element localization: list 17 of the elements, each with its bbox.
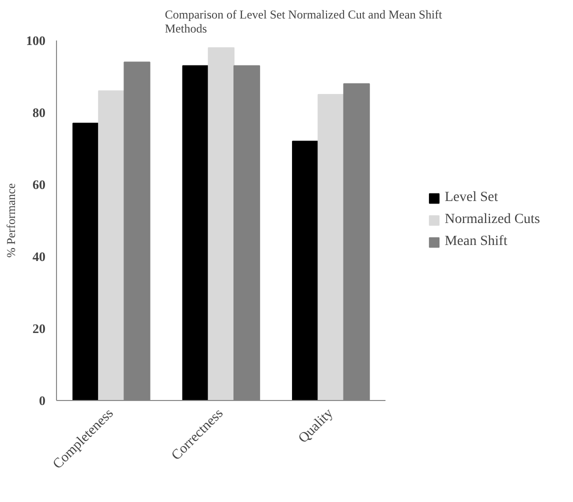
bar — [98, 90, 125, 400]
bar — [292, 140, 319, 400]
y-tick-label: 0 — [39, 393, 46, 408]
y-tick-label: 60 — [32, 177, 46, 192]
bar — [208, 47, 234, 400]
bar — [318, 94, 344, 400]
y-tick-label: 100 — [26, 33, 46, 48]
bar — [182, 65, 209, 400]
y-tick-label: 20 — [32, 321, 46, 336]
y-axis-title: % Performance — [4, 183, 18, 258]
y-tick-label: 40 — [32, 249, 46, 264]
y-tick-label: 80 — [32, 105, 46, 120]
legend-label: Mean Shift — [444, 234, 508, 250]
bar — [72, 122, 100, 400]
legend-label: Level Set — [444, 190, 498, 206]
chart-title: Comparison of Level Set Normalized Cut and Mean Shift Methods — [164, 8, 443, 36]
legend-label: Normalized Cuts — [444, 212, 540, 228]
